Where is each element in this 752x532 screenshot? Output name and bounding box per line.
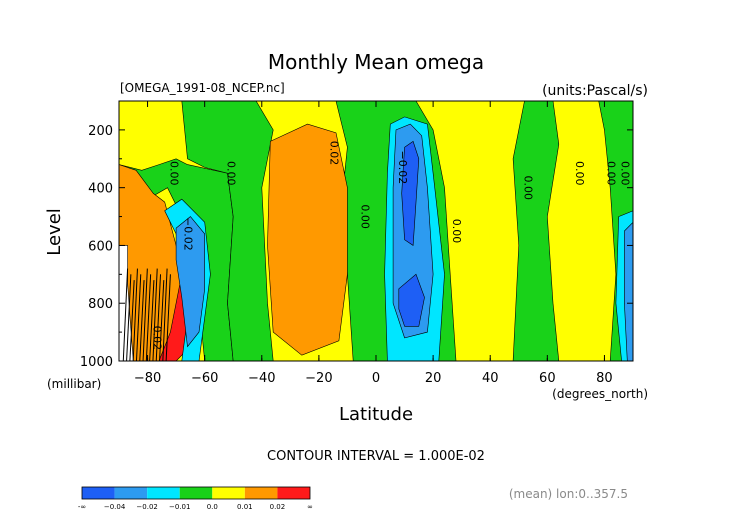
dense-contour-line	[145, 274, 152, 361]
dense-contour-line	[132, 268, 138, 361]
y-tick-label: 800	[88, 297, 113, 312]
chart-title: Monthly Mean omega	[268, 50, 484, 74]
contour-region-near-zero-neg	[181, 101, 274, 361]
contour-value-label: 0.00	[522, 175, 535, 200]
y-axis-unit-label: (millibar)	[47, 377, 101, 391]
contour-value-label: 0.00	[167, 161, 180, 186]
dense-contour-line	[142, 268, 148, 361]
colorbar-label: 0.02	[270, 503, 286, 511]
x-axis: −80 −60 −40 −20 0 20 40 60 80	[134, 101, 613, 386]
x-tick-label: 40	[482, 371, 499, 386]
y-tick-label: 600	[88, 239, 113, 254]
dense-contour-line	[152, 268, 158, 361]
contour-value-label: 0.02	[327, 141, 340, 166]
dense-contour-line	[122, 268, 129, 361]
contour-value-label: 0.00	[604, 161, 617, 186]
dense-contour-line	[135, 274, 142, 361]
contour-region-strong-ascent	[401, 140, 420, 246]
colorbar-label: −0.02	[136, 503, 157, 511]
x-tick-label: 20	[425, 371, 442, 386]
dense-contour-line	[149, 280, 155, 361]
contour-value-label: −0.02	[396, 151, 409, 185]
x-tick-label: −40	[248, 371, 275, 386]
dense-contour-line	[126, 274, 132, 361]
file-label: [OMEGA_1991-08_NCEP.nc]	[120, 81, 285, 95]
contour-value-label: 0.02	[150, 326, 163, 351]
y-tick-label: 400	[88, 182, 113, 197]
colorbar-label: −0.04	[104, 503, 126, 511]
y-tick-label: 200	[88, 124, 113, 139]
dense-contour-line	[155, 274, 162, 361]
contour-region-ascent	[175, 216, 205, 348]
y-axis: 200 400 600 800 1000	[80, 124, 633, 370]
x-tick-label: 0	[372, 371, 380, 386]
contour-value-label: 0.00	[619, 161, 632, 186]
dense-contour-line	[139, 280, 145, 361]
contour-region-near-zero-neg	[512, 101, 560, 361]
contour-interval-label: CONTOUR INTERVAL = 1.000E-02	[267, 449, 485, 464]
colorbar-label: 0.0	[207, 503, 218, 511]
contour-region-strong-ascent	[398, 273, 425, 327]
x-tick-label: −80	[134, 371, 161, 386]
contour-value-label: −0.02	[182, 217, 195, 251]
colorbar-swatch	[147, 487, 180, 499]
contour-region-descent	[267, 123, 348, 356]
dense-contour-line	[129, 280, 135, 361]
colorbar-label: ∞	[307, 503, 313, 511]
contour-value-label: 0.00	[359, 204, 372, 229]
x-axis-label: Latitude	[339, 404, 413, 425]
dense-contour-line	[165, 274, 171, 361]
colorbar-label: -∞	[78, 503, 86, 511]
colorbar-swatch	[82, 487, 115, 499]
x-tick-label: 60	[539, 371, 556, 386]
colorbar-swatch	[277, 487, 310, 499]
y-axis-label: Level	[44, 208, 65, 256]
units-label: (units:Pascal/s)	[542, 83, 648, 99]
x-axis-unit-label: (degrees_north)	[552, 387, 648, 401]
contour-region-ascent	[624, 221, 633, 361]
dense-contour-line	[159, 280, 165, 361]
colorbar-swatch	[179, 487, 213, 499]
contour-value-label: 0.00	[225, 161, 238, 186]
colorbar-swatch	[114, 487, 148, 499]
x-tick-label: 80	[596, 371, 613, 386]
averaging-label: (mean) lon:0..357.5	[509, 487, 628, 501]
colorbar: -∞ −0.04 −0.02 −0.01 0.0 0.01 0.02 ∞	[78, 486, 313, 511]
colorbar-label: −0.01	[169, 503, 190, 511]
contour-value-label: 0.00	[573, 161, 586, 186]
x-tick-label: −60	[191, 371, 218, 386]
dense-contour-line	[162, 268, 168, 361]
colorbar-swatch	[212, 487, 245, 499]
contour-plot-area: 0.00−0.020.020.000.020.00−0.020.000.000.…	[119, 101, 633, 361]
x-tick-label: −20	[305, 371, 332, 386]
colorbar-swatch	[244, 487, 278, 499]
contour-value-label: 0.00	[450, 219, 463, 244]
colorbar-frame	[81, 486, 311, 500]
y-tick-label: 1000	[80, 355, 113, 370]
colorbar-label: 0.01	[237, 503, 253, 511]
